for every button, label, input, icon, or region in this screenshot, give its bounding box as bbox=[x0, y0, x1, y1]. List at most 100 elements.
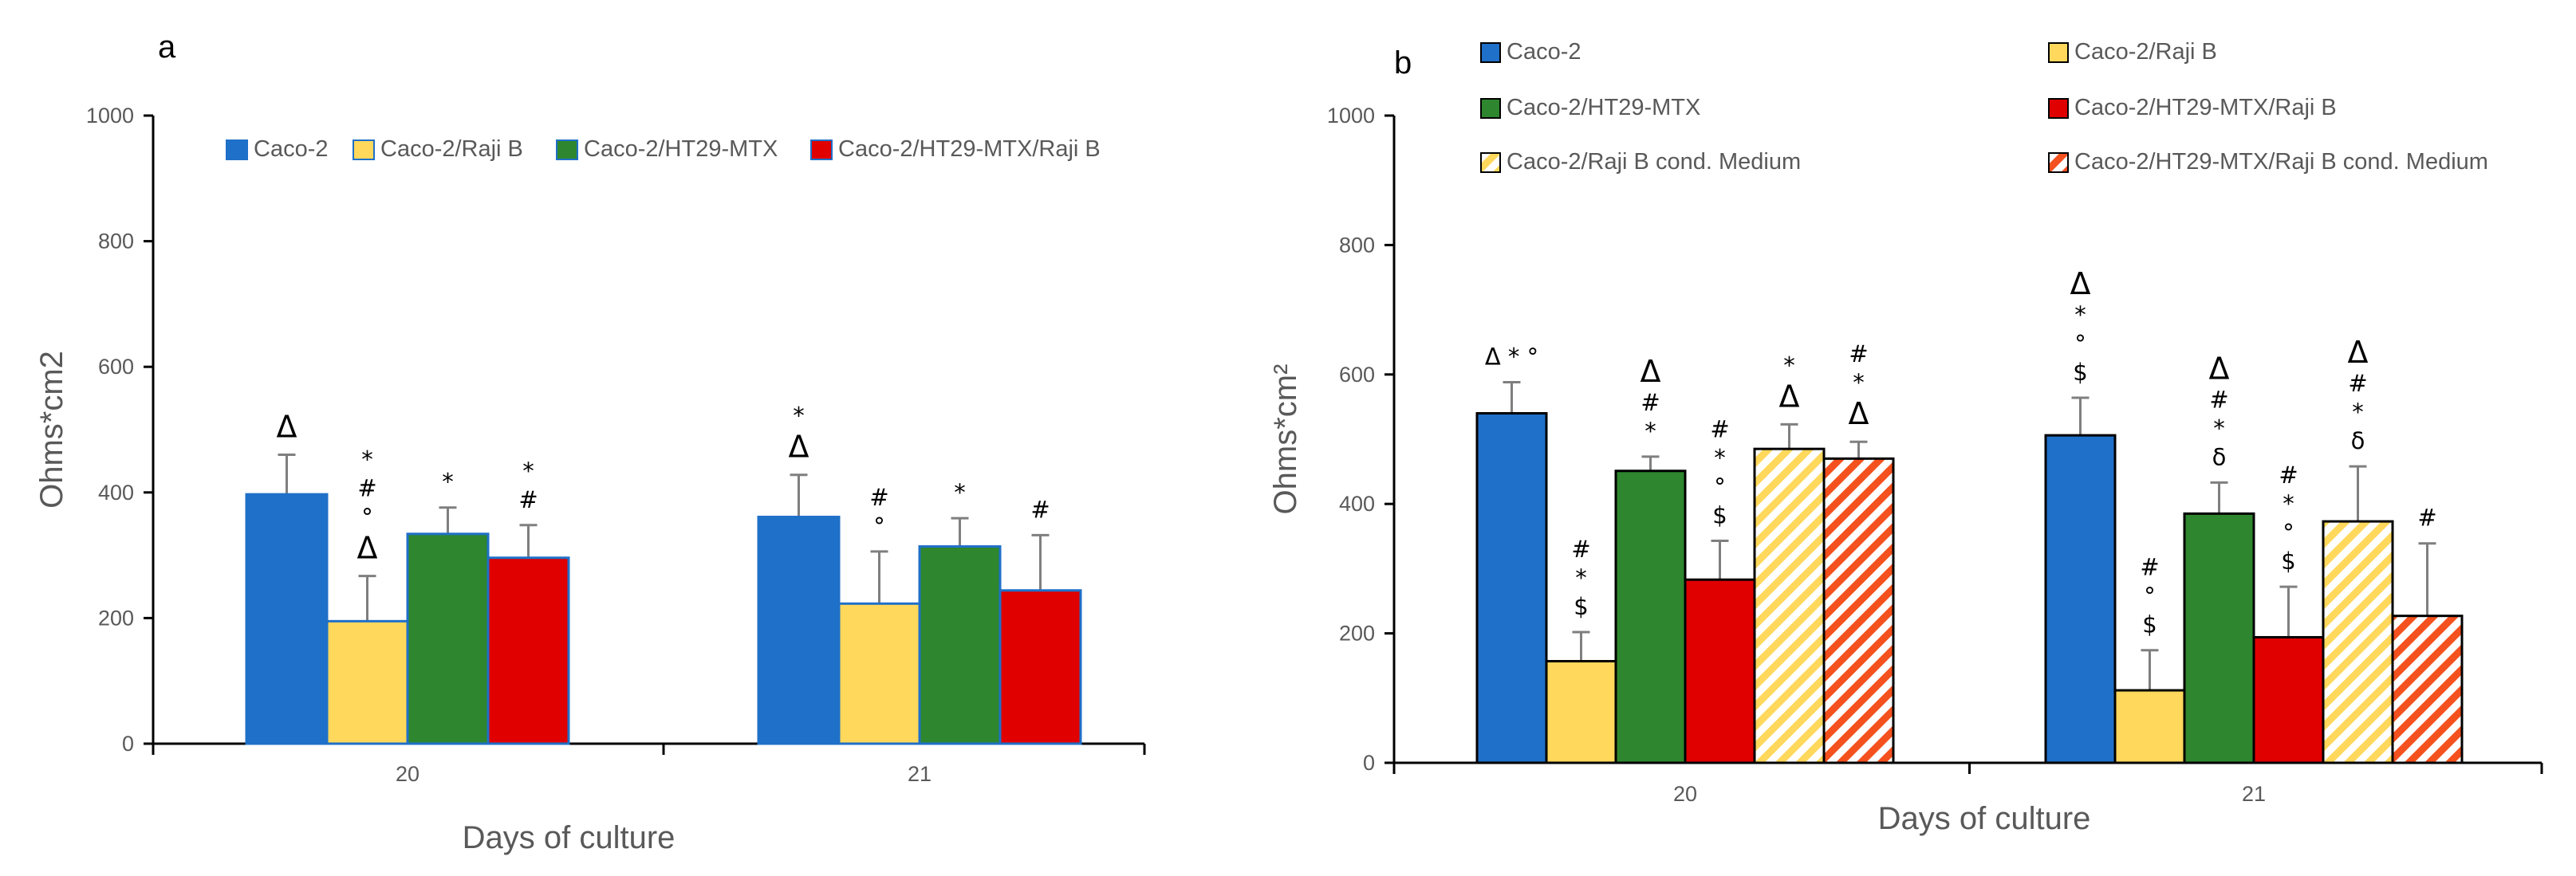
x-tick-label: 21 bbox=[2242, 782, 2266, 806]
significance-mark: $ bbox=[2281, 548, 2295, 575]
bar-caco-2-ht29-mtx-day-20 bbox=[1614, 469, 1687, 764]
significance-mark: Δ bbox=[2348, 335, 2369, 370]
bar-caco-2-ht29-mtx-day-20 bbox=[406, 532, 490, 745]
legend-swatch-caco-2 bbox=[1480, 42, 1501, 63]
significance-mark: # bbox=[357, 475, 376, 502]
x-axis-title: Days of culture bbox=[463, 820, 676, 855]
significance-mark: * bbox=[1783, 352, 1795, 379]
legend-swatch-caco-2-ht29-mtx-raji-b bbox=[2048, 98, 2069, 119]
legend-label-caco-2: Caco-2 bbox=[254, 136, 329, 162]
legend-label-caco-2-raji-b: Caco-2/Raji B bbox=[380, 136, 523, 162]
y-tick-label: 1000 bbox=[86, 104, 134, 128]
y-tick-label: 200 bbox=[98, 606, 134, 630]
bar-caco-2-ht29-mtx-raji-b-day-21 bbox=[2252, 635, 2325, 764]
bar-caco-2-day-20 bbox=[245, 493, 329, 745]
significance-mark: # bbox=[2348, 370, 2367, 397]
bar-caco-2-ht29-mtx-day-21 bbox=[918, 545, 1002, 745]
legend-label-caco-2-ht29-mtx: Caco-2/HT29-MTX bbox=[584, 136, 778, 162]
significance-mark: Δ bbox=[1849, 396, 1869, 431]
significance-mark: * bbox=[1575, 564, 1587, 591]
legend-swatch-caco-2 bbox=[226, 139, 248, 160]
y-tick-label: 0 bbox=[122, 732, 134, 756]
significance-mark: ° bbox=[361, 504, 373, 531]
significance-mark: * bbox=[361, 446, 373, 473]
y-tick-label: 1000 bbox=[1327, 104, 1375, 128]
bar-caco-2-raji-b-day-21 bbox=[837, 602, 921, 745]
significance-mark: * bbox=[2074, 301, 2086, 328]
significance-mark: ° bbox=[1714, 473, 1726, 500]
significance-mark: Δ bbox=[789, 430, 809, 465]
legend-swatch-caco-2-raji-b bbox=[353, 139, 375, 160]
significance-mark: $ bbox=[2142, 611, 2157, 638]
x-tick-label: 21 bbox=[908, 762, 932, 786]
bar-caco-2-raji-b-cond-medium-day-21 bbox=[2322, 520, 2394, 764]
y-tick-label: 0 bbox=[1363, 751, 1375, 775]
bar-caco-2-ht29-mtx-raji-b-cond-medium-day-21 bbox=[2391, 615, 2464, 764]
bar-caco-2-ht29-mtx-day-21 bbox=[2183, 512, 2255, 764]
legend-swatch-caco-2-ht29-mtx bbox=[556, 139, 578, 160]
significance-mark: ° bbox=[2283, 519, 2294, 546]
significance-mark: Δ bbox=[357, 531, 378, 566]
legend-swatch-caco-2-ht29-mtx-raji-b bbox=[810, 139, 833, 160]
significance-mark: * bbox=[793, 403, 805, 430]
bar-caco-2-ht29-mtx-raji-b-day-20 bbox=[1684, 578, 1756, 764]
bar-caco-2-ht29-mtx-raji-b-day-20 bbox=[486, 556, 570, 745]
significance-mark: ° bbox=[2074, 330, 2086, 357]
y-tick-label: 600 bbox=[98, 355, 134, 379]
significance-mark: # bbox=[1710, 415, 1729, 442]
legend-label-caco-2-raji-b-cond-medium: Caco-2/Raji B cond. Medium bbox=[1507, 149, 1801, 175]
significance-mark: # bbox=[2417, 505, 2436, 532]
significance-mark: δ bbox=[2212, 443, 2227, 470]
panel-label: a bbox=[158, 29, 176, 65]
legend-label-caco-2-ht29-mtx-raji-b-cond-medium: Caco-2/HT29-MTX/Raji B cond. Medium bbox=[2074, 149, 2488, 175]
bar-caco-2-raji-b-day-20 bbox=[1545, 660, 1617, 764]
significance-mark: * bbox=[1853, 369, 1865, 396]
significance-mark: * bbox=[442, 469, 454, 496]
significance-mark: # bbox=[1571, 536, 1590, 563]
legend-swatch-caco-2-raji-b-cond-medium bbox=[1480, 152, 1501, 173]
significance-mark: * bbox=[2352, 399, 2364, 426]
significance-mark: Δ bbox=[1779, 379, 1800, 414]
significance-mark: * bbox=[1714, 444, 1726, 471]
x-tick-label: 20 bbox=[396, 762, 419, 786]
bar-caco-2-raji-b-cond-medium-day-20 bbox=[1753, 447, 1826, 764]
significance-mark: Δ * ° bbox=[1485, 344, 1538, 371]
significance-mark: # bbox=[1030, 496, 1050, 523]
significance-mark: * bbox=[522, 458, 534, 485]
legend-label-caco-2: Caco-2 bbox=[1507, 39, 1581, 65]
significance-mark: # bbox=[518, 486, 538, 513]
significance-mark: * bbox=[2213, 414, 2225, 442]
significance-mark: * bbox=[1644, 418, 1656, 445]
legend-swatch-caco-2-ht29-mtx bbox=[1480, 98, 1501, 119]
significance-mark: ° bbox=[2144, 583, 2156, 610]
significance-mark: Δ bbox=[1641, 354, 1661, 389]
y-tick-label: 200 bbox=[1339, 622, 1375, 646]
chart-panel-b: b 0 200 400 600 800 1000 20 21 Ohms*cm² Days of cu… bbox=[1268, 39, 2543, 836]
significance-mark: Δ bbox=[2209, 351, 2230, 386]
chart-panel-a: a 0 200 400 600 800 1000 20 21 Ohms*cm2 Days of cu… bbox=[34, 29, 1146, 855]
significance-mark: Δ bbox=[277, 410, 297, 445]
legend-swatch-caco-2-ht29-mtx-raji-b-cond-medium bbox=[2048, 152, 2069, 173]
significance-mark: # bbox=[2140, 554, 2159, 581]
significance-mark: # bbox=[2279, 462, 2298, 489]
legend-label-caco-2-raji-b: Caco-2/Raji B bbox=[2074, 39, 2217, 65]
significance-mark: $ bbox=[1574, 593, 1588, 620]
x-tick-label: 20 bbox=[1673, 782, 1697, 806]
legend-label-caco-2-ht29-mtx-raji-b: Caco-2/HT29-MTX/Raji B bbox=[2074, 95, 2337, 120]
x-axis-title: Days of culture bbox=[1878, 801, 2091, 836]
bar-caco-2-day-21 bbox=[2044, 434, 2117, 764]
significance-mark: # bbox=[869, 484, 888, 511]
y-tick-label: 600 bbox=[1339, 363, 1375, 387]
bar-caco-2-ht29-mtx-raji-b-day-21 bbox=[998, 589, 1082, 745]
significance-mark: ° bbox=[873, 513, 885, 540]
y-axis-title: Ohms*cm² bbox=[1268, 364, 1303, 515]
significance-mark: Δ bbox=[2070, 266, 2091, 301]
bar-caco-2-raji-b-day-20 bbox=[325, 619, 409, 745]
significance-mark: * bbox=[954, 479, 966, 506]
bar-caco-2-day-20 bbox=[1475, 412, 1548, 764]
significance-mark: # bbox=[2209, 386, 2228, 413]
y-axis-title: Ohms*cm2 bbox=[34, 351, 69, 509]
y-tick-label: 400 bbox=[98, 481, 134, 505]
significance-mark: δ bbox=[2351, 427, 2365, 454]
